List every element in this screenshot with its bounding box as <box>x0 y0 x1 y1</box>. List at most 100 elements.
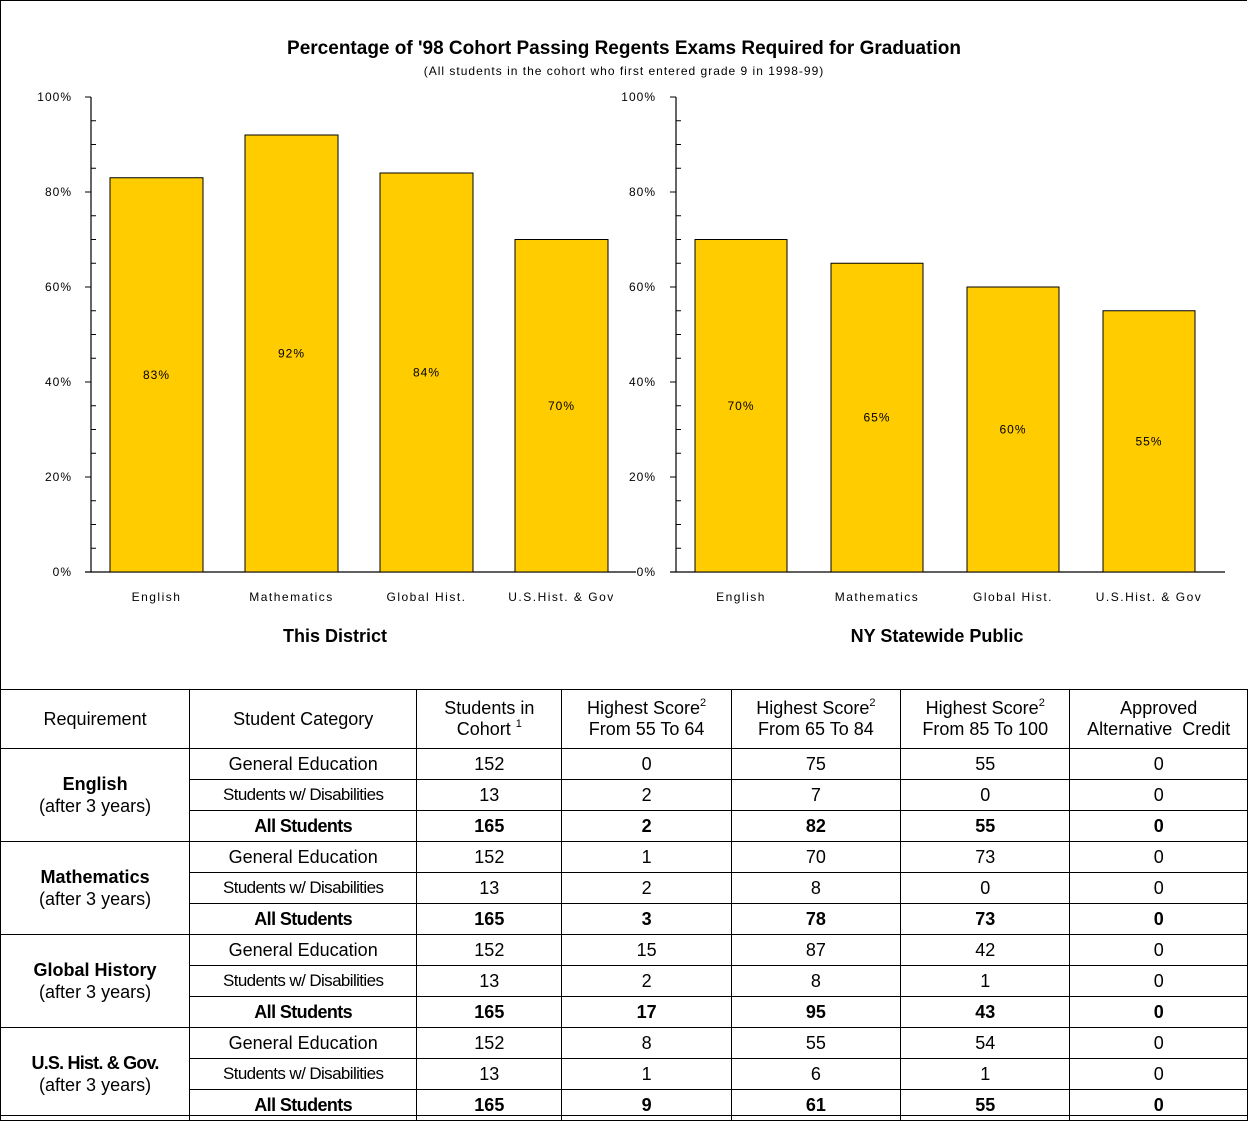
requirement-cell: Mathematics (after 3 years) <box>0 841 191 935</box>
table-row: English (after 3 years) General Education 1… <box>0 748 1248 842</box>
x-category-label: U.S.Hist. & Gov <box>1096 590 1203 604</box>
table-row: Students w/ Disabilities 13 1 6 1 0 <box>1 1058 1248 1090</box>
table-row: Students w/ Disabilities 13 2 7 0 0 <box>1 779 1248 811</box>
student-category-cell: Students w/ Disabilities <box>189 1058 418 1090</box>
header-highest-score-label: Highest Score <box>756 698 870 718</box>
header-highest-score-label: Highest Score <box>925 698 1039 718</box>
table-row: Mathematics (after 3 years) General Educat… <box>0 841 1248 935</box>
x-category-label: English <box>132 590 182 604</box>
requirement-name: Global History <box>33 960 157 980</box>
header-range-label: From 55 To 64 <box>588 719 705 739</box>
table-header-row: Requirement Student Category Students in… <box>0 689 1248 749</box>
cell-score-55-64: 15 <box>561 934 732 966</box>
table-row: U.S. Hist. & Gov. (after 3 years) General … <box>0 1027 1248 1121</box>
header-approved-alternative-credit: Approved Alternative Credit <box>1069 689 1248 749</box>
requirement-name: U.S. Hist. & Gov. <box>31 1053 160 1073</box>
cell-score-65-84: 70 <box>730 841 902 873</box>
cell-score-55-64: 2 <box>561 810 732 842</box>
cell-score-55-64: 3 <box>561 903 732 935</box>
cell-approved-alternative-credit: 0 <box>1069 965 1248 997</box>
cell-approved-alternative-credit: 0 <box>1069 903 1248 935</box>
results-table: Requirement Student Category Students in… <box>0 689 1248 1121</box>
chart-subtitle: (All students in the cohort who first en… <box>423 64 825 78</box>
cell-students-in-cohort: 152 <box>416 841 563 873</box>
footnote-1-marker: 1 <box>515 718 522 730</box>
table-row: All Students 165 17 95 43 0 <box>1 996 1248 1028</box>
cell-score-85-100: 0 <box>900 872 1071 904</box>
cell-score-55-64: 2 <box>561 779 732 811</box>
cell-score-65-84: 7 <box>730 779 902 811</box>
cell-score-85-100: 73 <box>900 841 1071 873</box>
requirement-cell: English (after 3 years) <box>0 748 191 842</box>
header-score-55-64: Highest Score2 From 55 To 64 <box>561 689 732 749</box>
cell-students-in-cohort: 13 <box>416 779 563 811</box>
cell-students-in-cohort: 13 <box>416 872 563 904</box>
requirement-name: English <box>62 774 128 794</box>
cell-score-65-84: 6 <box>730 1058 902 1090</box>
bar <box>694 239 788 573</box>
y-tick-label: 60% <box>45 280 72 294</box>
cell-students-in-cohort: 13 <box>416 965 563 997</box>
cell-score-65-84: 78 <box>730 903 902 935</box>
cell-students-in-cohort: 13 <box>416 1058 563 1090</box>
cell-approved-alternative-credit: 0 <box>1069 841 1248 873</box>
panel-label-district: This District <box>282 626 388 646</box>
cell-students-in-cohort: 152 <box>416 934 563 966</box>
requirement-note: (after 3 years) <box>39 1075 152 1095</box>
x-category-label: English <box>716 590 766 604</box>
header-cohort-line2: Cohort <box>456 719 511 739</box>
student-category-cell: General Education <box>189 1027 418 1059</box>
bar-value-label: 60% <box>999 423 1026 437</box>
cell-score-65-84: 95 <box>730 996 902 1028</box>
requirement-note: (after 3 years) <box>39 982 152 1002</box>
bar-value-label: 55% <box>1135 434 1162 448</box>
cell-score-55-64: 0 <box>561 748 732 780</box>
student-category-cell: General Education <box>189 841 418 873</box>
student-category-cell: All Students <box>189 903 418 935</box>
cell-score-65-84: 87 <box>730 934 902 966</box>
bar <box>514 239 609 573</box>
header-students-in-cohort: Students in Cohort 1 <box>416 689 563 749</box>
charts-area: Percentage of '98 Cohort Passing Regents… <box>37 38 1225 646</box>
header-student-category: Student Category <box>189 689 418 749</box>
requirement-note: (after 3 years) <box>39 796 152 816</box>
y-tick-label: 60% <box>629 280 656 294</box>
cell-students-in-cohort: 165 <box>416 996 563 1028</box>
y-tick-label: 0% <box>53 565 72 579</box>
table-row: Global History (after 3 years) General Edu… <box>0 934 1248 1028</box>
cell-score-65-84: 8 <box>730 965 902 997</box>
student-category-cell: General Education <box>189 748 418 780</box>
cell-score-85-100: 55 <box>900 810 1071 842</box>
cell-approved-alternative-credit: 0 <box>1069 1058 1248 1090</box>
requirement-cell: Global History (after 3 years) <box>0 934 191 1028</box>
cell-score-55-64: 8 <box>561 1027 732 1059</box>
header-alt-line2: Alternative Credit <box>1087 719 1231 739</box>
cell-score-55-64: 2 <box>561 965 732 997</box>
cell-score-65-84: 55 <box>730 1027 902 1059</box>
student-category-cell: General Education <box>189 934 418 966</box>
cell-approved-alternative-credit: 0 <box>1069 996 1248 1028</box>
cell-score-85-100: 0 <box>900 779 1071 811</box>
bar <box>830 262 924 573</box>
bar-value-label: 84% <box>413 366 440 380</box>
header-alt-line1: Approved <box>1120 698 1198 718</box>
cell-students-in-cohort: 152 <box>416 748 563 780</box>
cell-approved-alternative-credit: 0 <box>1069 872 1248 904</box>
student-category-cell: Students w/ Disabilities <box>189 779 418 811</box>
footnote-2-marker: 2 <box>700 697 707 709</box>
y-tick-label: 100% <box>37 90 72 104</box>
bar <box>244 134 339 573</box>
cell-approved-alternative-credit: 0 <box>1069 934 1248 966</box>
cell-score-65-84: 82 <box>730 810 902 842</box>
cell-score-85-100: 1 <box>900 1058 1071 1090</box>
y-tick-label: 80% <box>629 185 656 199</box>
cell-score-65-84: 75 <box>730 748 902 780</box>
x-category-label: Global Hist. <box>386 590 466 604</box>
x-category-label: Mathematics <box>835 590 920 604</box>
bar <box>109 177 204 573</box>
header-highest-score-label: Highest Score <box>586 698 701 718</box>
cell-score-85-100: 55 <box>900 748 1071 780</box>
bar-charts: 0% 20% 40% 60% 80% 100% 83% English 92% Mathemati… <box>37 90 1225 604</box>
cell-score-55-64: 1 <box>561 1058 732 1090</box>
y-tick-label: 20% <box>629 470 656 484</box>
